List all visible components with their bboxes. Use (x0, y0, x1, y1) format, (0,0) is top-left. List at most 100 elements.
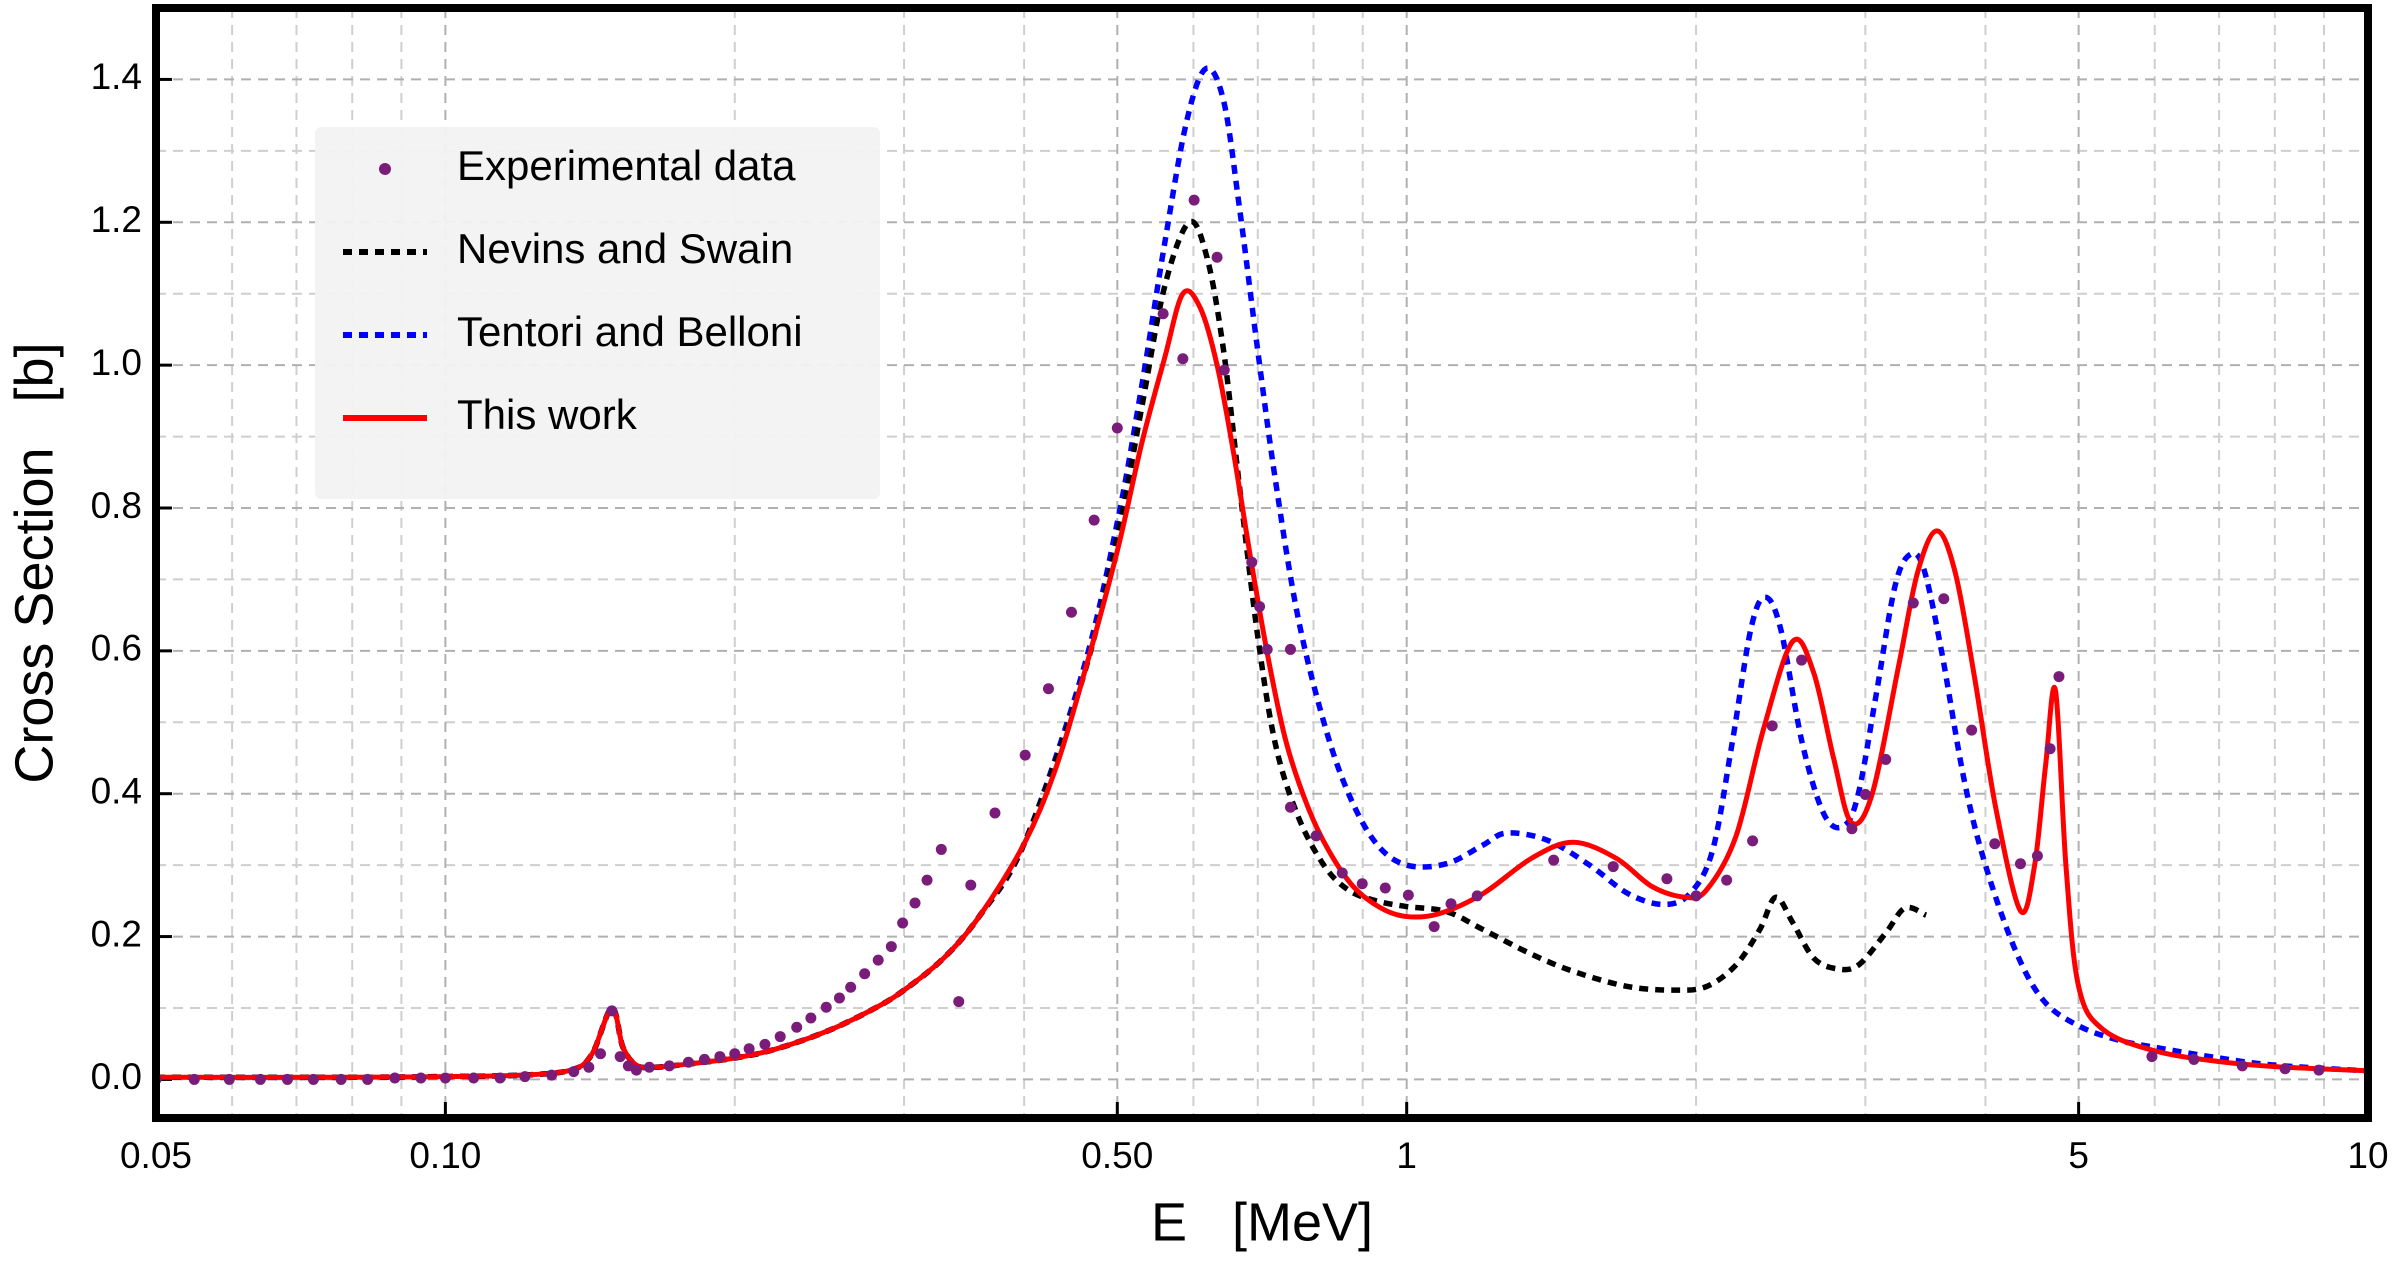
data-point (774, 1031, 786, 1043)
y-tick-label: 0.8 (91, 485, 142, 526)
data-point (389, 1072, 401, 1084)
data-point (583, 1061, 595, 1073)
data-point (1989, 838, 2001, 850)
data-point (714, 1051, 726, 1063)
y-tick-label: 1.4 (91, 56, 142, 97)
data-point (989, 807, 1001, 819)
data-point (1065, 606, 1077, 618)
data-point (335, 1073, 347, 1085)
data-point (1019, 749, 1031, 761)
data-point (1907, 597, 1919, 609)
data-point (921, 874, 933, 886)
data-point (2188, 1053, 2200, 1065)
data-point (743, 1043, 755, 1055)
data-point (935, 843, 947, 855)
data-point (1111, 422, 1123, 434)
x-tick-label: 5 (2068, 1135, 2089, 1176)
y-axis-title: Cross Section [b] (4, 342, 64, 783)
y-tick-label: 1.2 (91, 199, 142, 240)
data-point (1747, 835, 1759, 847)
data-point (859, 968, 871, 980)
data-point (1246, 556, 1258, 568)
data-point (1471, 890, 1483, 902)
data-point (1548, 854, 1560, 866)
data-point (1607, 861, 1619, 873)
x-tick-label: 0.05 (120, 1135, 192, 1176)
data-point (805, 1012, 817, 1024)
data-point (1284, 801, 1296, 813)
legend-label: Nevins and Swain (457, 225, 793, 272)
data-point (1445, 898, 1457, 910)
y-tick-label: 0.0 (91, 1056, 142, 1097)
data-point (595, 1048, 607, 1060)
data-point (1690, 890, 1702, 902)
data-point (281, 1073, 293, 1085)
data-point (698, 1053, 710, 1065)
y-tick-label: 0.6 (91, 628, 142, 669)
series-line (156, 288, 2368, 1080)
y-tick-label: 0.2 (91, 913, 142, 954)
data-point (2313, 1064, 2325, 1076)
data-point (568, 1066, 580, 1078)
legend-label: Tentori and Belloni (457, 308, 803, 355)
x-tick-label: 10 (2347, 1135, 2388, 1176)
x-tick-label: 0.10 (409, 1135, 481, 1176)
data-point (663, 1060, 675, 1072)
data-point (630, 1064, 642, 1076)
data-point (820, 1001, 832, 1013)
data-point (546, 1069, 558, 1081)
data-point (1218, 364, 1230, 376)
x-tick-label: 0.50 (1081, 1135, 1153, 1176)
x-tick-label: 1 (1396, 1135, 1417, 1176)
data-point (1042, 683, 1054, 695)
data-point (1379, 882, 1391, 894)
data-point (1310, 830, 1322, 842)
data-point (1211, 251, 1223, 263)
data-point (223, 1073, 235, 1085)
data-point (362, 1073, 374, 1085)
legend-label: This work (457, 391, 638, 438)
data-point (1177, 353, 1189, 365)
data-point (415, 1072, 427, 1084)
plot-area (156, 65, 2368, 1085)
data-point (439, 1072, 451, 1084)
data-point (2279, 1063, 2291, 1075)
data-point (1356, 878, 1368, 890)
data-point (1188, 194, 1200, 206)
data-point (307, 1073, 319, 1085)
data-point (1157, 308, 1169, 320)
data-point (2236, 1060, 2248, 1072)
data-point (1721, 874, 1733, 886)
data-point (833, 992, 845, 1004)
y-tick-label: 0.4 (91, 770, 142, 811)
data-point (759, 1038, 771, 1050)
data-point (965, 879, 977, 891)
data-point (953, 996, 965, 1008)
data-point (729, 1048, 741, 1060)
data-point (188, 1073, 200, 1085)
legend: Experimental data Nevins and Swain Tentori… (315, 127, 880, 499)
data-point (1859, 788, 1871, 800)
legend-marker (379, 163, 391, 175)
legend-label: Experimental data (457, 142, 796, 189)
data-point (872, 954, 884, 966)
data-point (1938, 593, 1950, 605)
data-point (845, 981, 857, 993)
data-point (2031, 850, 2043, 862)
data-point (1336, 867, 1348, 879)
data-point (2053, 671, 2065, 683)
data-point (2014, 858, 2026, 870)
data-point (682, 1056, 694, 1068)
y-tick-label: 1.0 (91, 342, 142, 383)
data-point (2044, 743, 2056, 755)
series-line (156, 218, 1928, 1081)
data-point (1966, 724, 1978, 736)
data-point (519, 1071, 531, 1083)
data-point (791, 1021, 803, 1033)
x-axis-title: E [MeV] (1151, 1192, 1373, 1252)
data-point (1402, 889, 1414, 901)
data-point (1428, 921, 1440, 933)
data-point (909, 897, 921, 909)
data-point (1846, 823, 1858, 835)
